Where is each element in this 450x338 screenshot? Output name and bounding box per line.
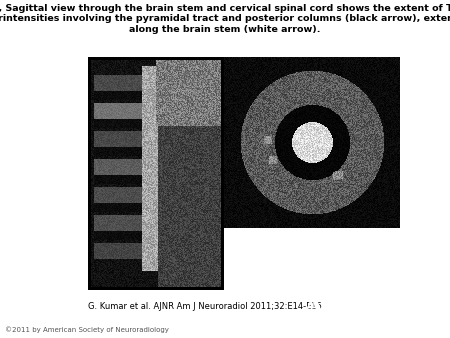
Text: B: B xyxy=(232,210,240,220)
Text: G. Kumar et al. AJNR Am J Neuroradiol 2011;32:E14-E15: G. Kumar et al. AJNR Am J Neuroradiol 20… xyxy=(88,302,322,311)
Text: ©2011 by American Society of Neuroradiology: ©2011 by American Society of Neuroradiol… xyxy=(5,326,169,333)
Text: AMERICAN JOURNAL OF NEURORADIOLOGY: AMERICAN JOURNAL OF NEURORADIOLOGY xyxy=(294,321,387,325)
Text: A: A xyxy=(96,272,104,282)
Text: A, Sagittal view through the brain stem and cervical spinal cord shows the exten: A, Sagittal view through the brain stem … xyxy=(0,4,450,34)
Text: AJNR: AJNR xyxy=(303,294,378,318)
